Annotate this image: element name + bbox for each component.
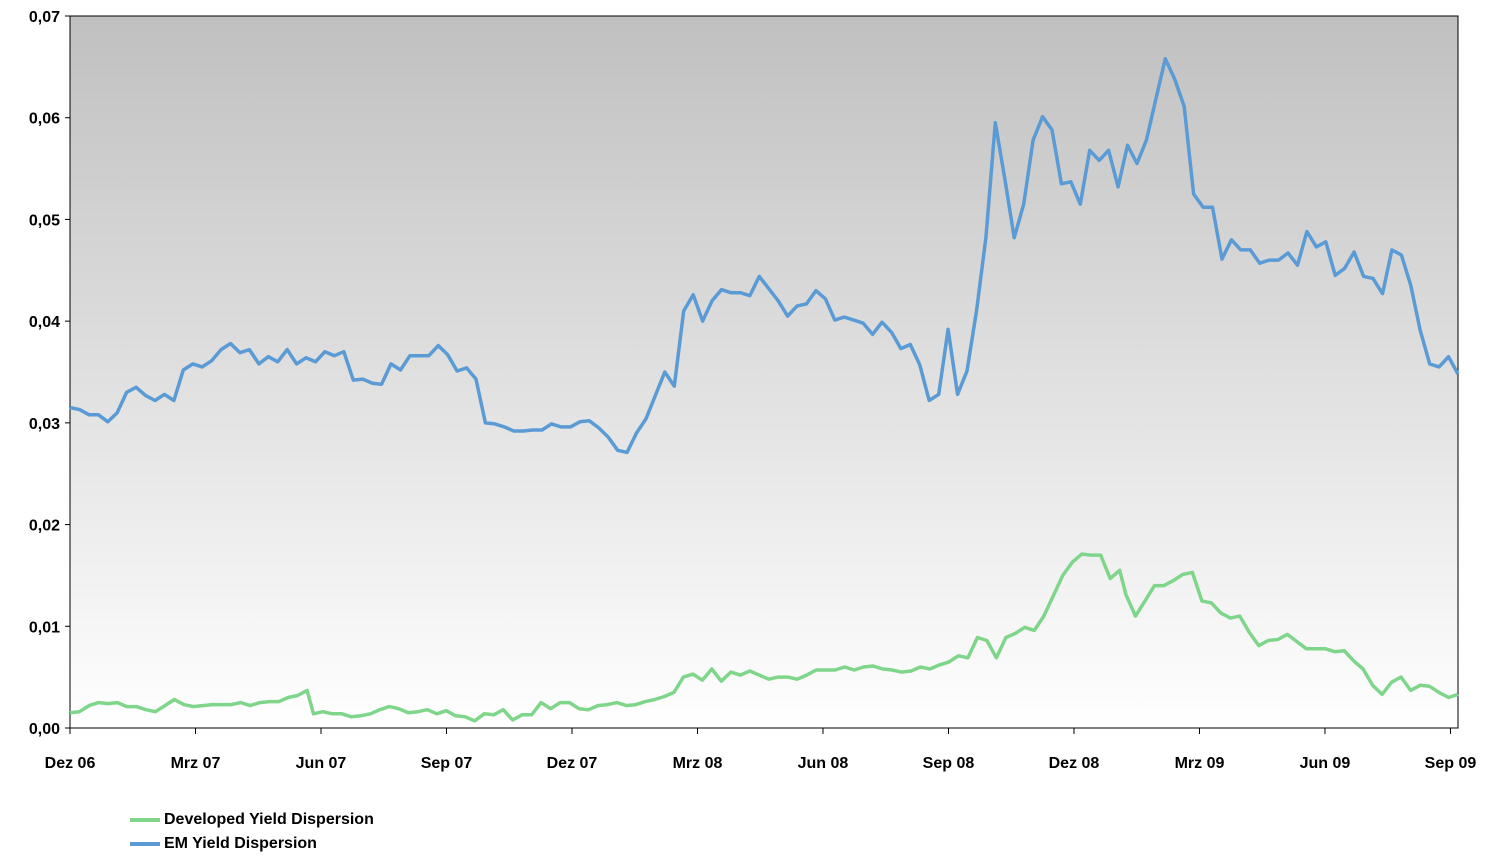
plot-area [69, 15, 1459, 729]
y-tick-label: 0,02 [29, 518, 60, 535]
x-tick-label: Sep 07 [421, 755, 473, 772]
y-axis: 0,00 0,01 0,02 0,03 0,04 0,05 0,06 0,07 [29, 9, 70, 738]
legend-label-developed: Developed Yield Dispersion [164, 811, 374, 828]
x-tick-label: Mrz 08 [673, 755, 723, 772]
x-tick-label: Sep 09 [1425, 755, 1477, 772]
y-tick-label: 0,04 [29, 314, 60, 331]
x-tick-label: Jun 08 [798, 755, 849, 772]
series-line-em [69, 56, 1460, 455]
y-tick-label: 0,05 [29, 212, 60, 229]
series-line-developed [69, 552, 1459, 723]
x-tick-label: Dez 07 [547, 755, 598, 772]
y-tick-label: 0,00 [29, 721, 60, 738]
x-tick-label: Sep 08 [923, 755, 975, 772]
x-tick-label: Dez 08 [1049, 755, 1100, 772]
legend-item-developed: Developed Yield Dispersion [130, 808, 374, 832]
x-tick-label: Dez 06 [45, 755, 96, 772]
x-axis: Dez 06 Mrz 07 Jun 07 Sep 07 Dez 07 Mrz 08 Jun … [45, 728, 1477, 772]
y-tick-label: 0,01 [29, 619, 60, 636]
y-tick-label: 0,03 [29, 416, 60, 433]
x-tick-label: Mrz 07 [171, 755, 221, 772]
y-tick-label: 0,06 [29, 111, 60, 128]
legend-swatch-em [130, 842, 160, 846]
legend-label-em: EM Yield Dispersion [164, 835, 317, 852]
x-tick-label: Jun 09 [1300, 755, 1351, 772]
legend-item-em: EM Yield Dispersion [130, 832, 374, 856]
legend-swatch-developed [130, 818, 160, 822]
legend: Developed Yield Dispersion EM Yield Disp… [130, 808, 374, 856]
x-tick-label: Jun 07 [296, 755, 347, 772]
x-tick-label: Mrz 09 [1175, 755, 1225, 772]
y-tick-label: 0,07 [29, 9, 60, 26]
series-layer [69, 56, 1460, 723]
